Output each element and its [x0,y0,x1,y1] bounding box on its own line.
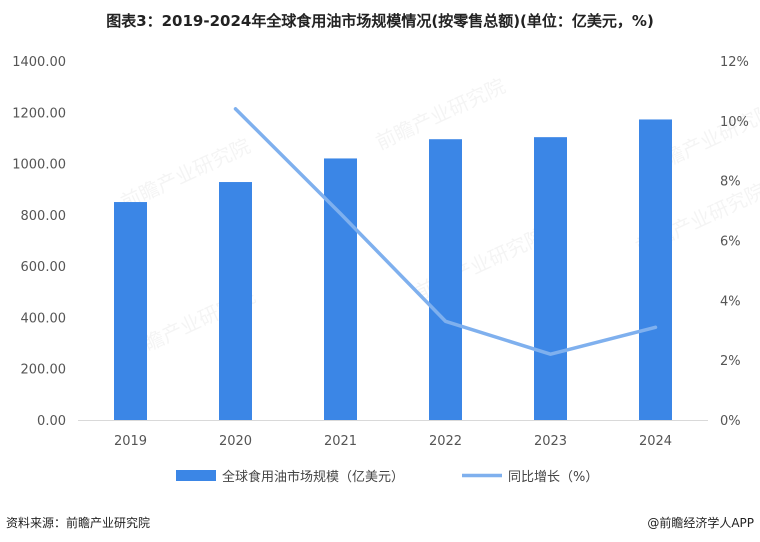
bar [114,202,147,420]
brand-label: @前瞻经济学人APP [647,516,754,530]
x-axis-ticks: 2019 2020 2021 2022 2023 2024 [114,434,672,449]
y-left-tick-label: 800.00 [21,209,67,224]
bar [534,137,567,420]
line-point [234,107,237,111]
line-point [444,319,447,323]
legend-label-bar: 全球食用油市场规模（亿美元） [222,469,404,485]
left-axis: 0.00 200.00 400.00 600.00 800.00 1000.00 1200.… [12,55,66,429]
bar [324,158,357,420]
y-right-tick-label: 4% [720,294,741,309]
bar [429,139,462,421]
y-right-tick-label: 10% [720,115,749,130]
y-right-tick-label: 12% [720,55,749,70]
x-tick-label: 2024 [639,434,672,449]
line-point [339,212,342,216]
legend: 全球食用油市场规模（亿美元） 同比增长（%） [176,469,598,485]
x-tick-label: 2022 [429,434,462,449]
source-note: 资料来源：前瞻产业研究院 [6,516,151,530]
y-right-tick-label: 2% [720,354,741,369]
bar [219,182,252,420]
y-left-tick-label: 200.00 [21,363,67,378]
x-tick-label: 2020 [219,434,252,449]
line-point [654,325,657,329]
y-left-tick-label: 600.00 [21,260,67,275]
x-tick-label: 2021 [324,434,357,449]
y-left-tick-label: 400.00 [21,311,67,326]
line-series [233,107,658,356]
y-right-tick-label: 6% [720,235,741,250]
x-tick-label: 2019 [114,434,147,449]
line-point [549,352,552,356]
y-left-tick-label: 0.00 [37,414,66,429]
y-left-tick-label: 1400.00 [12,55,66,70]
y-left-tick-label: 1000.00 [12,158,66,173]
right-axis: 0% 2% 4% 6% 8% 10% 12% [720,55,749,429]
chart-title: 图表3：2019-2024年全球食用油市场规模情况(按零售总额)(单位：亿美元，… [106,12,654,30]
x-tick-label: 2023 [534,434,567,449]
legend-label-line: 同比增长（%） [508,470,598,485]
y-right-tick-label: 0% [720,414,741,429]
bar-series [114,119,672,421]
bar [639,119,672,421]
legend-swatch-bar [176,470,216,481]
y-left-tick-label: 1200.00 [12,106,66,121]
y-right-tick-label: 8% [720,175,741,190]
